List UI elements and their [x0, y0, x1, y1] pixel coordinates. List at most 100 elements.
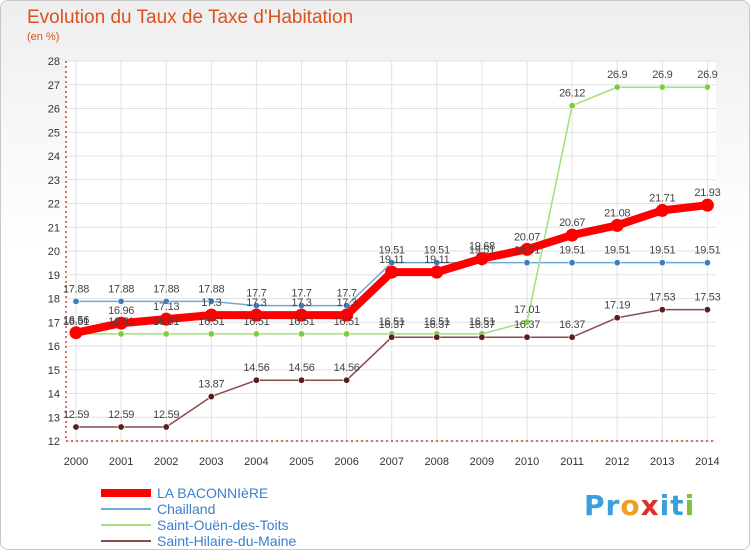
- data-point: [568, 259, 576, 267]
- data-label: 17.3: [246, 297, 266, 309]
- data-point: [162, 423, 170, 431]
- data-label: 26.9: [697, 69, 717, 81]
- legend-label: LA BACONNIèRE: [157, 485, 269, 501]
- y-tick-label: 17: [48, 317, 60, 329]
- y-tick-label: 16: [48, 341, 60, 353]
- legend-label: Chailland: [157, 501, 216, 517]
- data-label: 14.56: [243, 362, 269, 374]
- data-point: [388, 333, 396, 341]
- y-tick-label: 20: [48, 246, 60, 258]
- data-point: [114, 316, 128, 330]
- data-label: 16.51: [153, 316, 179, 328]
- data-label: 19.51: [694, 245, 720, 257]
- chart-unit: (en %): [27, 31, 60, 43]
- data-point: [475, 252, 489, 266]
- data-point: [700, 198, 714, 212]
- x-tick-label: 2005: [289, 456, 313, 468]
- data-point: [117, 423, 125, 431]
- data-point: [523, 318, 531, 326]
- data-label: 21.93: [694, 187, 720, 199]
- data-point: [297, 330, 305, 338]
- logo-letter: i: [684, 489, 696, 522]
- data-point: [613, 83, 621, 91]
- data-point: [204, 308, 218, 322]
- data-point: [613, 314, 621, 322]
- data-label: 19.11: [379, 254, 404, 266]
- data-label: 16.96: [108, 305, 134, 317]
- data-label: 16.37: [514, 319, 540, 331]
- data-label: 12.59: [63, 409, 89, 421]
- proxiti-logo: Proxiti: [584, 489, 695, 522]
- data-point: [159, 312, 173, 326]
- data-label: 20.07: [514, 231, 540, 243]
- data-label: 19.51: [379, 245, 405, 257]
- data-label: 17.7: [291, 288, 311, 300]
- data-point: [568, 333, 576, 341]
- x-tick-label: 2002: [154, 456, 178, 468]
- data-point: [343, 376, 351, 384]
- y-tick-label: 19: [48, 270, 60, 282]
- data-label: 17.3: [201, 297, 221, 309]
- x-tick-label: 2003: [199, 456, 223, 468]
- data-label: 16.51: [288, 316, 314, 328]
- legend-swatch: [101, 489, 151, 497]
- y-tick-label: 23: [48, 175, 60, 187]
- data-label: 17.13: [153, 301, 179, 313]
- data-point: [69, 326, 83, 340]
- data-label: 21.71: [649, 192, 675, 204]
- data-label: 16.51: [198, 316, 224, 328]
- data-label: 17.88: [108, 283, 134, 295]
- data-label: 16.51: [379, 316, 405, 328]
- data-point: [117, 330, 125, 338]
- data-point: [340, 308, 354, 322]
- data-label: 16.51: [243, 316, 269, 328]
- data-point: [385, 265, 399, 279]
- data-label: 17.88: [198, 283, 224, 295]
- legend-label: Saint-Ouën-des-Toits: [157, 517, 289, 533]
- data-point: [655, 203, 669, 217]
- data-point: [252, 376, 260, 384]
- data-label: 16.37: [469, 319, 495, 331]
- y-tick-label: 26: [48, 104, 60, 116]
- x-tick-label: 2000: [64, 456, 88, 468]
- data-point: [658, 259, 666, 267]
- data-point: [207, 297, 215, 305]
- data-label: 19.11: [424, 254, 449, 266]
- data-label: 19.51: [604, 245, 630, 257]
- data-label: 17.88: [153, 283, 179, 295]
- y-tick-label: 28: [48, 56, 60, 68]
- logo-letter: t: [670, 489, 685, 522]
- y-tick-label: 12: [48, 436, 60, 448]
- x-tick-label: 2012: [605, 456, 629, 468]
- logo-letter: i: [659, 489, 671, 522]
- y-tick-label: 27: [48, 80, 60, 92]
- data-point: [568, 102, 576, 110]
- data-point: [297, 376, 305, 384]
- x-tick-label: 2007: [379, 456, 403, 468]
- data-label: 19.51: [649, 245, 675, 257]
- data-point: [252, 330, 260, 338]
- data-label: 21.08: [604, 207, 630, 219]
- data-label: 12.59: [108, 409, 134, 421]
- data-label: 16.37: [379, 319, 405, 331]
- y-tick-label: 25: [48, 127, 60, 139]
- data-label: 16.51: [63, 316, 89, 328]
- data-point: [343, 330, 351, 338]
- data-point: [613, 259, 621, 267]
- x-tick-label: 2008: [425, 456, 449, 468]
- data-label: 26.9: [607, 69, 627, 81]
- data-label: 16.51: [424, 316, 450, 328]
- y-tick-label: 14: [48, 389, 60, 401]
- data-point: [478, 333, 486, 341]
- data-point: [162, 297, 170, 305]
- data-point: [565, 228, 579, 242]
- data-point: [249, 308, 263, 322]
- data-label: 20.67: [559, 217, 585, 229]
- data-point: [207, 330, 215, 338]
- data-label: 17.53: [694, 292, 720, 304]
- data-point: [162, 330, 170, 338]
- y-tick-label: 21: [48, 222, 60, 234]
- data-label: 16.51: [108, 316, 134, 328]
- legend-swatch: [101, 508, 151, 510]
